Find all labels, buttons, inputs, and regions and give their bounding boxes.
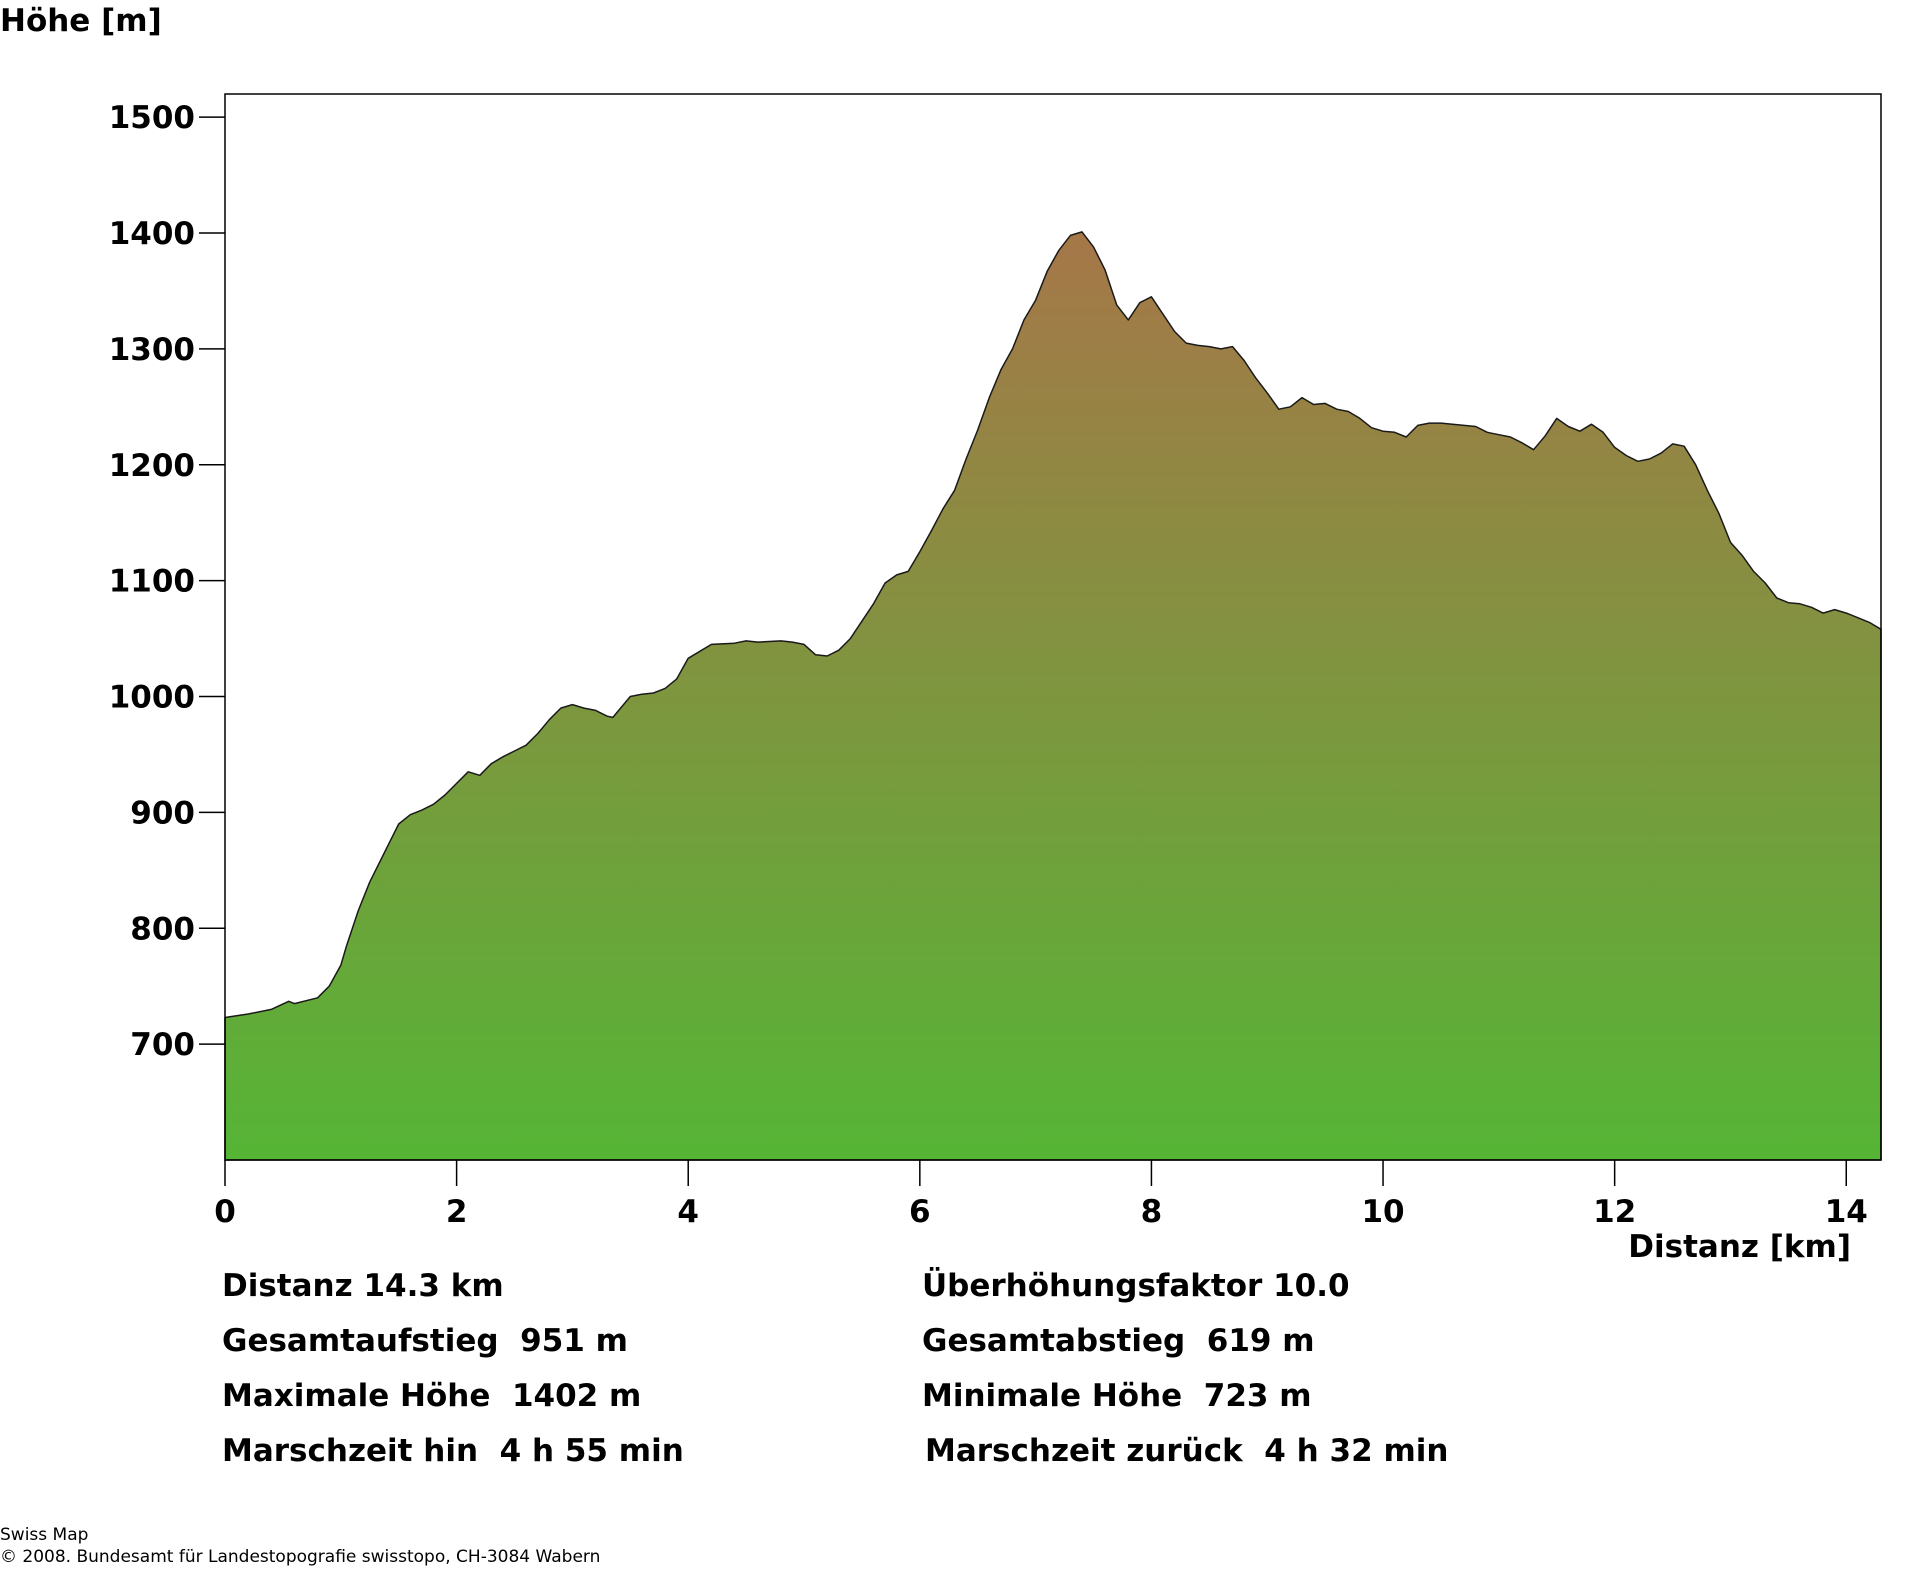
y-tick-label: 1000 (109, 680, 195, 716)
y-tick-label: 700 (130, 1027, 195, 1063)
stat-distanz: Distanz 14.3 km (222, 1268, 504, 1304)
y-axis-title: Höhe [m] (0, 3, 162, 39)
x-axis-title: Distanz [km] (1628, 1229, 1851, 1265)
x-tick-label: 8 (1141, 1194, 1163, 1230)
elevation-area (224, 231, 1882, 1161)
y-tick-label: 900 (130, 795, 195, 831)
y-tick-label: 1200 (109, 448, 195, 484)
x-tick-label: 0 (214, 1194, 236, 1230)
y-tick-label: 1500 (109, 100, 195, 136)
x-tick-label: 12 (1593, 1194, 1636, 1230)
stat-marschzeit-zurueck: Marschzeit zurück 4 h 32 min (925, 1433, 1449, 1469)
footer-copyright: © 2008. Bundesamt für Landestopografie s… (0, 1547, 601, 1567)
stat-marschzeit-hin: Marschzeit hin 4 h 55 min (222, 1433, 684, 1469)
footer-source: Swiss Map (0, 1525, 89, 1545)
stat-gesamtaufstieg: Gesamtaufstieg 951 m (222, 1323, 628, 1359)
stat-ueberhoehungsfaktor: Überhöhungsfaktor 10.0 (922, 1268, 1350, 1304)
x-tick-label: 14 (1825, 1194, 1868, 1230)
plot-frame (224, 93, 1882, 1161)
x-tick-label: 4 (677, 1194, 699, 1230)
y-tick-label: 800 (130, 911, 195, 947)
y-tick-label: 1300 (109, 332, 195, 368)
x-tick-label: 10 (1361, 1194, 1404, 1230)
y-tick-label: 1100 (109, 564, 195, 600)
x-tick-label: 2 (446, 1194, 468, 1230)
stat-gesamtabstieg: Gesamtabstieg 619 m (922, 1323, 1315, 1359)
x-tick-label: 6 (909, 1194, 931, 1230)
stat-minimale-hoehe: Minimale Höhe 723 m (922, 1378, 1312, 1414)
y-tick-label: 1400 (109, 216, 195, 252)
stat-maximale-hoehe: Maximale Höhe 1402 m (222, 1378, 642, 1414)
